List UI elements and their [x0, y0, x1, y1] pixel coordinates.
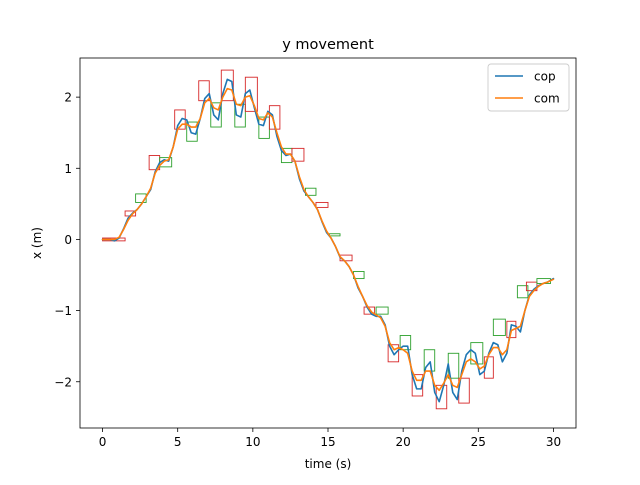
x-tick-label-25: 25: [471, 435, 486, 449]
footstep-box-9: [220, 69, 234, 102]
y-tick-label--1: −1: [54, 304, 72, 318]
footstep-box-24: [399, 335, 412, 351]
footstep-box-34: [516, 285, 529, 299]
footstep-box-8: [210, 102, 222, 128]
x-tick-label-30: 30: [546, 435, 561, 449]
x-tick-label-0: 0: [99, 435, 107, 449]
y-tick-label-0: 0: [64, 233, 72, 247]
legend-label-cop: cop: [534, 70, 556, 84]
y-tick-label-1: 1: [64, 162, 72, 176]
footstep-box-21: [363, 306, 376, 315]
x-tick-label-10: 10: [245, 435, 260, 449]
y-axis-ticks: −2 −1 0 1 2: [54, 91, 80, 389]
chart-title: y movement: [282, 37, 374, 53]
footstep-box-17: [315, 201, 329, 208]
x-axis-ticks: 0 5 10 15 20 25 30: [99, 428, 561, 449]
series-line-com: [101, 87, 555, 392]
y-tick-label--2: −2: [54, 375, 72, 389]
footstep-box-33: [506, 320, 517, 339]
legend-label-com: com: [534, 92, 560, 106]
x-axis-label: time (s): [305, 457, 352, 471]
footstep-box-32: [492, 318, 506, 336]
y-tick-label-2: 2: [64, 91, 72, 105]
footstep-box-15: [291, 147, 305, 162]
footstep-box-23: [387, 344, 400, 363]
legend: cop com: [487, 63, 570, 112]
series-lines: [101, 78, 555, 403]
footstep-box-22: [375, 306, 389, 315]
x-tick-label-5: 5: [174, 435, 182, 449]
footstep-box-10: [234, 103, 246, 128]
x-tick-label-15: 15: [320, 435, 335, 449]
x-tick-label-20: 20: [396, 435, 411, 449]
y-axis-label: x (m): [30, 227, 44, 259]
